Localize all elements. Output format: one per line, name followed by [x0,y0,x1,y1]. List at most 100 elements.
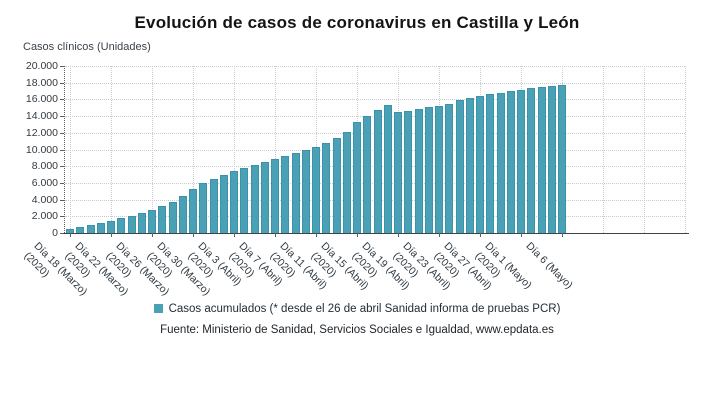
x-axis-tick [193,233,195,237]
x-axis-tick [357,233,359,237]
x-axis-tick [111,233,113,237]
y-axis-tick-label: 18.000 [25,76,58,89]
bar-Día 18 (Abril) [383,105,392,233]
y-axis-unit-label: Casos clínicos (Unidades) [23,41,151,53]
bar-Día 26 (Abril) [465,98,474,233]
bar-Día 22 (Marzo) [107,220,116,233]
bar-Día 14 (Abril) [342,131,351,233]
bar-Día 24 (Marzo) [127,215,136,233]
y-axis-tick [60,66,64,67]
page-title: Evolución de casos de coronavirus en Cas… [134,13,580,32]
v-gridline [152,66,154,233]
bar-Día 20 (Abril) [404,110,413,233]
x-axis-tick [439,233,441,237]
legend: Casos acumulados (* desde el 26 de abril… [0,303,714,315]
y-axis-tick [60,132,64,134]
h-gridline [65,82,685,84]
y-axis-tick-label: 10.000 [25,143,58,156]
bar-Día 2 (Abril) [219,174,228,233]
y-axis-tick-label: 2.000 [31,210,58,223]
y-axis-tick-label: 20.000 [25,60,58,72]
v-gridline [275,66,277,233]
bar-Día 18 (Marzo) [66,228,75,233]
bar-Día 23 (Abril) [435,105,444,233]
bar-Día 21 (Marzo) [96,222,105,233]
v-gridline [644,66,645,233]
x-axis-tick [316,233,318,237]
x-axis-tick [152,233,154,237]
bar-Día 7 (Abril) [271,159,280,233]
bar-Día 25 (Abril) [455,100,464,233]
y-axis-tick-label: 0 [52,227,58,239]
bar-Día 30 (Abril) [506,91,515,233]
bar-Día 3 (Abril) [230,171,239,233]
legend-swatch-icon [153,304,163,313]
bar-chart: 0 2.000 4.000 6.000 8.000 10.000 12.000 14.000 1… [22,60,689,298]
bar-Día 22 (Abril) [424,107,433,233]
bar-Día 8 (Abril) [281,156,290,233]
bar-Día 6 (Mayo) [558,85,566,233]
bar-Día 25 (Marzo) [137,212,146,233]
h-gridline [65,99,685,101]
x-axis-tick [234,233,236,237]
bar-Día 15 (Abril) [353,121,362,233]
y-axis-tick [60,166,64,168]
bar-Día 12 (Abril) [322,142,331,233]
y-axis-tick-label: 6.000 [31,176,58,189]
bar-Día 16 (Abril) [363,116,372,233]
bar-Día 2 (Mayo) [527,88,536,233]
y-axis-line [64,66,65,233]
bar-Día 9 (Abril) [291,153,300,233]
h-gridline [65,66,685,67]
x-axis-tick [562,233,564,237]
bar-Día 26 (Marzo) [148,209,157,233]
v-gridline [685,66,686,233]
bar-Día 5 (Abril) [250,164,259,233]
y-axis-tick [60,149,64,151]
y-axis-tick [60,233,64,234]
bar-Día 23 (Marzo) [117,218,126,233]
bar-Día 17 (Abril) [373,110,382,233]
plot-area: 0 2.000 4.000 6.000 8.000 10.000 12.000 14.000 1… [22,60,689,298]
x-axis-tick [70,233,72,237]
bar-Día 19 (Marzo) [76,227,85,233]
bar-Día 27 (Marzo) [158,205,167,233]
x-axis-tick [521,233,523,237]
y-axis-tick-label: 4.000 [31,193,58,206]
y-axis-tick [60,116,64,118]
x-axis-tick [275,233,277,237]
bar-Día 20 (Marzo) [86,225,95,233]
v-gridline [111,66,113,233]
y-axis-tick [60,182,64,184]
bar-Día 13 (Abril) [332,137,341,233]
y-axis-tick [60,199,64,201]
bar-Día 11 (Abril) [312,147,321,233]
legend-label: Casos acumulados (* desde el 26 de abril… [168,303,561,315]
bar-Día 28 (Abril) [486,93,495,233]
x-axis-tick [480,233,482,237]
bar-Día 29 (Abril) [496,92,505,233]
bar-Día 31 (Marzo) [199,182,208,233]
bar-Día 19 (Abril) [394,112,403,233]
bar-Día 10 (Abril) [301,150,310,233]
bar-Día 4 (Mayo) [547,85,556,233]
y-axis-tick [60,216,64,218]
y-axis-tick-label: 16.000 [25,93,58,106]
v-gridline [193,66,195,233]
bar-Día 28 (Marzo) [168,202,177,233]
bar-Día 1 (Abril) [209,178,218,233]
bar-Día 1 (Mayo) [517,89,526,233]
bar-Día 30 (Marzo) [189,188,198,233]
y-axis-tick [60,99,64,101]
v-gridline [70,66,72,233]
bar-Día 21 (Abril) [414,109,423,233]
source-attribution: Fuente: Ministerio de Sanidad, Servicios… [160,324,554,336]
v-gridline [603,66,605,233]
bar-Día 6 (Abril) [260,162,269,233]
bar-Día 3 (Mayo) [537,86,546,233]
x-axis-line [61,233,689,234]
y-axis-tick [60,82,64,84]
x-axis-tick [398,233,400,237]
y-axis-tick-label: 12.000 [25,126,58,139]
